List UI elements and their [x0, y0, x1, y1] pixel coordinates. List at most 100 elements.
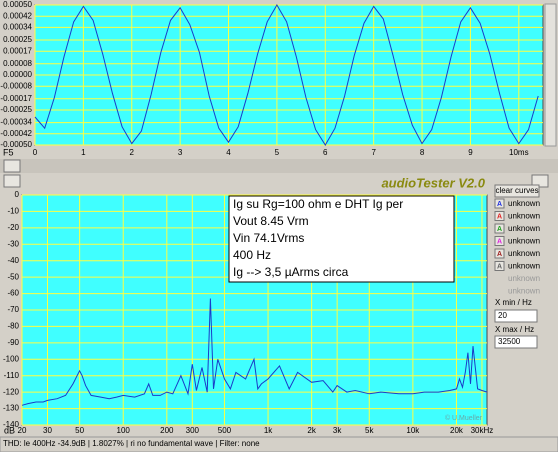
- menu-button[interactable]: [531, 174, 549, 188]
- y-tick-label: -0.00034: [0, 118, 32, 127]
- curve-icon-letter: A: [497, 238, 502, 245]
- annotation-line: Vin 74.1Vrms: [233, 231, 304, 245]
- y-tick-label: 0.00034: [3, 23, 32, 32]
- data-line: [34, 4, 539, 146]
- y-tick-label: 0.00042: [3, 11, 32, 20]
- annotation-line: Ig --> 3,5 µArms circa: [233, 265, 349, 279]
- x-tick-label: 5: [275, 148, 280, 157]
- y-tick-label: 0.00000: [3, 70, 32, 79]
- status-bar: [0, 436, 558, 452]
- y-tick-label: 0.00050: [3, 0, 32, 9]
- watermark: © U.Mueller: [445, 414, 483, 422]
- y-axis-label: dB: [4, 425, 15, 435]
- x-tick-label: 3: [178, 148, 183, 157]
- annotation-line: 400 Hz: [233, 248, 271, 262]
- curve-label: unknown: [508, 199, 540, 208]
- x-tick-label: 8: [420, 148, 425, 157]
- curve-icon: [494, 211, 505, 221]
- y-tick-label: -30: [7, 239, 19, 248]
- annotation-line: Ig su Rg=100 ohm e DHT Ig per: [233, 197, 403, 211]
- x-tick-label: 100: [117, 426, 131, 435]
- y-tick-label: -0.00025: [0, 105, 32, 114]
- status-text: THD: le 400Hz -34.9dB | 1.8027% | ri no …: [3, 439, 260, 448]
- x-tick-label: 500: [218, 426, 232, 435]
- curve-label: unknown: [508, 249, 540, 258]
- curve-icon-letter: A: [497, 251, 502, 258]
- y-tick-label: -110: [4, 371, 20, 380]
- y-tick-label: -0.00008: [0, 81, 32, 90]
- x-tick-label: 0: [33, 148, 38, 157]
- y-tick-label: -20: [7, 223, 19, 232]
- y-tick-label: -0.00042: [0, 129, 32, 138]
- app-title: audioTester V2.0: [381, 175, 485, 190]
- corner-label: F5: [3, 147, 14, 157]
- xmax-label: X max / Hz: [495, 325, 534, 334]
- y-tick-label: 0.00008: [3, 59, 32, 68]
- annotation-line: Vout 8.45 Vrm: [233, 214, 309, 228]
- y-tick-label: -50: [7, 272, 19, 281]
- y-tick-label: -40: [7, 256, 19, 265]
- curve-icon: [494, 248, 505, 259]
- x-tick-label: 1k: [264, 426, 273, 435]
- data-line: [21, 298, 488, 406]
- curve-label: unknown: [508, 262, 540, 271]
- y-tick-label: -0.00017: [0, 94, 32, 103]
- y-tick-label: 0: [15, 190, 20, 199]
- y-tick-label: -60: [7, 289, 19, 298]
- clear-button[interactable]: [494, 184, 540, 198]
- y-tick-label: -130: [3, 404, 20, 413]
- xmax-value: 32500: [498, 337, 521, 346]
- y-tick-label: -0.00050: [0, 140, 32, 149]
- curve-icon-letter: A: [497, 226, 502, 233]
- x-tick-label: 6: [323, 148, 328, 157]
- annotation-box: [228, 195, 455, 283]
- menu-button[interactable]: [3, 159, 21, 173]
- curve-icon-letter: A: [497, 201, 502, 208]
- x-tick-label: 20k: [450, 426, 464, 435]
- x-tick-label: 1: [81, 148, 86, 157]
- xmin-input[interactable]: [494, 309, 538, 323]
- y-tick-label: -10: [7, 207, 19, 216]
- curve-icon-letter: A: [497, 263, 502, 270]
- x-tick-label: 50: [75, 426, 84, 435]
- curve-icon: [494, 236, 505, 246]
- y-tick-label: -120: [3, 387, 20, 396]
- y-tick-label: -140: [3, 420, 20, 429]
- curve-label: unknown: [508, 212, 540, 221]
- y-tick-label: -80: [7, 322, 19, 331]
- curve-label: unknown: [508, 237, 540, 246]
- menu-button[interactable]: [3, 174, 21, 188]
- xmin-label: X min / Hz: [495, 298, 532, 307]
- y-tick-label: -70: [7, 305, 19, 314]
- curve-icon-letter: A: [497, 213, 502, 220]
- x-tick-label: 9: [468, 148, 473, 157]
- x-tick-label: 7: [371, 148, 376, 157]
- x-tick-label: 30kHz: [471, 426, 494, 435]
- curve-label: unknown: [508, 274, 540, 283]
- xmax-input[interactable]: [494, 335, 538, 349]
- x-tick-label: 2: [130, 148, 135, 157]
- x-tick-label: 200: [160, 426, 174, 435]
- x-tick-label: 4: [226, 148, 231, 157]
- curve-label: unknown: [508, 224, 540, 233]
- x-tick-label: 10ms: [509, 148, 529, 157]
- x-tick-label: 2k: [307, 426, 316, 435]
- xmin-value: 20: [498, 311, 507, 320]
- toolbar: [0, 159, 558, 173]
- y-tick-label: -100: [3, 354, 20, 363]
- x-tick-label: 10k: [406, 426, 420, 435]
- x-tick-label: 3k: [333, 426, 342, 435]
- x-tick-label: 30: [43, 426, 52, 435]
- clear-button-label: clear curves: [495, 186, 538, 195]
- x-tick-label: 20: [18, 426, 27, 435]
- scrollbar[interactable]: [544, 3, 557, 147]
- y-tick-label: 0.00017: [3, 46, 32, 55]
- y-tick-label: 0.00025: [3, 35, 32, 44]
- x-tick-label: 300: [186, 426, 200, 435]
- curve-label: unknown: [508, 287, 540, 296]
- curve-icon: [494, 198, 505, 209]
- curve-icon: [494, 261, 505, 271]
- curve-icon: [494, 223, 505, 234]
